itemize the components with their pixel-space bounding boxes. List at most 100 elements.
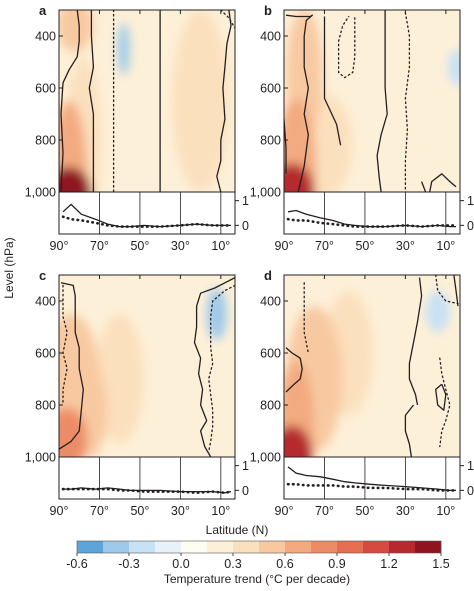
- heat-cell: [425, 290, 450, 333]
- significance-contour: [216, 10, 232, 192]
- dotted-contour: [220, 10, 235, 29]
- colorbar-tick-label: 1.5: [432, 557, 449, 571]
- significance-contour: [435, 383, 447, 411]
- x-tick-label: 30°: [171, 504, 190, 518]
- x-tick-label: 30°: [396, 504, 415, 518]
- heat-cell: [95, 314, 144, 444]
- x-tick-label: 10°: [211, 239, 230, 253]
- y-tick-label: 800: [35, 134, 56, 148]
- surface-tick-label: 0: [242, 219, 249, 233]
- colorbar-tick-label: 0.6: [276, 557, 293, 571]
- x-tick-label: 90°: [50, 504, 69, 518]
- colorbar-swatch: [103, 541, 130, 553]
- colorbar-swatch: [311, 541, 338, 553]
- significance-contour: [193, 277, 235, 457]
- heatmap-field: [59, 275, 235, 457]
- heat-cell: [284, 163, 315, 192]
- y-tick-label: 600: [260, 347, 281, 361]
- significance-contour: [453, 275, 459, 307]
- colorbar-swatch: [259, 541, 286, 553]
- x-tick-label: 90°: [50, 239, 69, 253]
- surface-dotted-line: [286, 482, 458, 492]
- colorbar-swatch: [207, 541, 234, 553]
- colorbar-swatch: [389, 541, 416, 553]
- panel-label: d: [264, 268, 272, 283]
- significance-contour: [285, 347, 303, 393]
- heat-cell: [59, 167, 92, 192]
- surface-tick-label: 0: [242, 484, 249, 498]
- surface-tick-label: 1: [242, 194, 249, 208]
- significance-contour: [323, 16, 342, 146]
- dotted-contour: [337, 15, 356, 79]
- dotted-contour: [208, 284, 235, 453]
- x-tick-label: 10°: [436, 239, 455, 253]
- x-tick-label: 30°: [396, 239, 415, 253]
- y-tick-label: 1,000: [25, 186, 56, 200]
- panel-b: b 400 600 800 1,000 1 0 90° 70° 50° 30° 10°: [250, 3, 474, 253]
- y-tick-label: 400: [35, 295, 56, 309]
- significance-contour: [88, 10, 95, 192]
- heat-cell: [348, 10, 374, 120]
- significance-contour: [408, 277, 423, 406]
- panel-a: a 400 600 800 1,000 1 0 90° 70° 50° 30° 10°: [25, 3, 249, 253]
- colorbar: -0.6 -0.3 0.0 0.3 0.6 0.9 1.2 1.5: [66, 540, 450, 571]
- significance-contour: [59, 282, 84, 450]
- y-tick-label: 800: [260, 399, 281, 413]
- x-tick-label: 30°: [171, 239, 190, 253]
- surface-dotted-line: [61, 487, 233, 495]
- x-tick-label: 10°: [211, 504, 230, 518]
- colorbar-swatch: [155, 541, 182, 553]
- y-tick-label: 1,000: [25, 451, 56, 465]
- panel-label: a: [39, 3, 47, 18]
- colorbar-frame: [76, 540, 442, 554]
- heat-cell: [284, 425, 313, 457]
- surface-dotted-line: [61, 215, 233, 228]
- x-tick-label: 90°: [275, 504, 294, 518]
- colorbar-swatch: [129, 541, 156, 553]
- heatmap-field: [284, 275, 460, 457]
- colorbar-label: Temperature trend (°C per decade): [164, 572, 350, 586]
- heat-cell: [59, 10, 94, 52]
- colorbar-swatch: [285, 541, 312, 553]
- y-tick-label: 400: [35, 30, 56, 44]
- x-tick-label: 70°: [90, 504, 109, 518]
- significance-contour: [404, 404, 415, 457]
- colorbar-tick-label: 0.9: [328, 557, 345, 571]
- significance-contour: [285, 14, 313, 192]
- surface-trend-line: [287, 466, 456, 492]
- y-tick-label: 600: [35, 82, 56, 96]
- colorbar-swatch: [181, 541, 208, 553]
- x-tick-label: 50°: [355, 504, 374, 518]
- y-tick-label: 400: [260, 30, 281, 44]
- colorbar-tick-label: 0.0: [172, 557, 189, 571]
- heat-cell: [447, 49, 460, 86]
- x-tick-label: 70°: [315, 239, 334, 253]
- colorbar-swatch: [337, 541, 364, 553]
- colorbar-tick-label: -0.3: [118, 557, 140, 571]
- colorbar-swatch: [77, 541, 104, 553]
- x-tick-label: 50°: [130, 504, 149, 518]
- x-tick-label: 50°: [130, 239, 149, 253]
- heat-cell: [117, 23, 130, 75]
- surface-tick-label: 1: [242, 459, 249, 473]
- significance-contour: [284, 119, 287, 174]
- x-tick-label: 50°: [355, 239, 374, 253]
- significance-contour: [376, 10, 388, 192]
- surface-frame: [283, 456, 461, 500]
- heat-cell: [206, 288, 227, 340]
- panel-label: b: [264, 3, 272, 18]
- y-tick-label: 600: [260, 82, 281, 96]
- colorbar-tick-label: -0.6: [66, 557, 88, 571]
- y-tick-label: 600: [35, 347, 56, 361]
- surface-tick-label: 0: [467, 484, 474, 498]
- panel-d: d 400 600 800 1,000 1 0 90° 70° 50° 30° 10°: [250, 268, 474, 518]
- colorbar-tick-label: 1.2: [380, 557, 397, 571]
- dotted-contour: [404, 11, 411, 192]
- x-tick-label: 70°: [315, 504, 334, 518]
- y-tick-label: 1,000: [250, 451, 281, 465]
- x-tick-label: 10°: [436, 504, 455, 518]
- colorbar-swatch: [363, 541, 390, 553]
- y-tick-label: 800: [260, 134, 281, 148]
